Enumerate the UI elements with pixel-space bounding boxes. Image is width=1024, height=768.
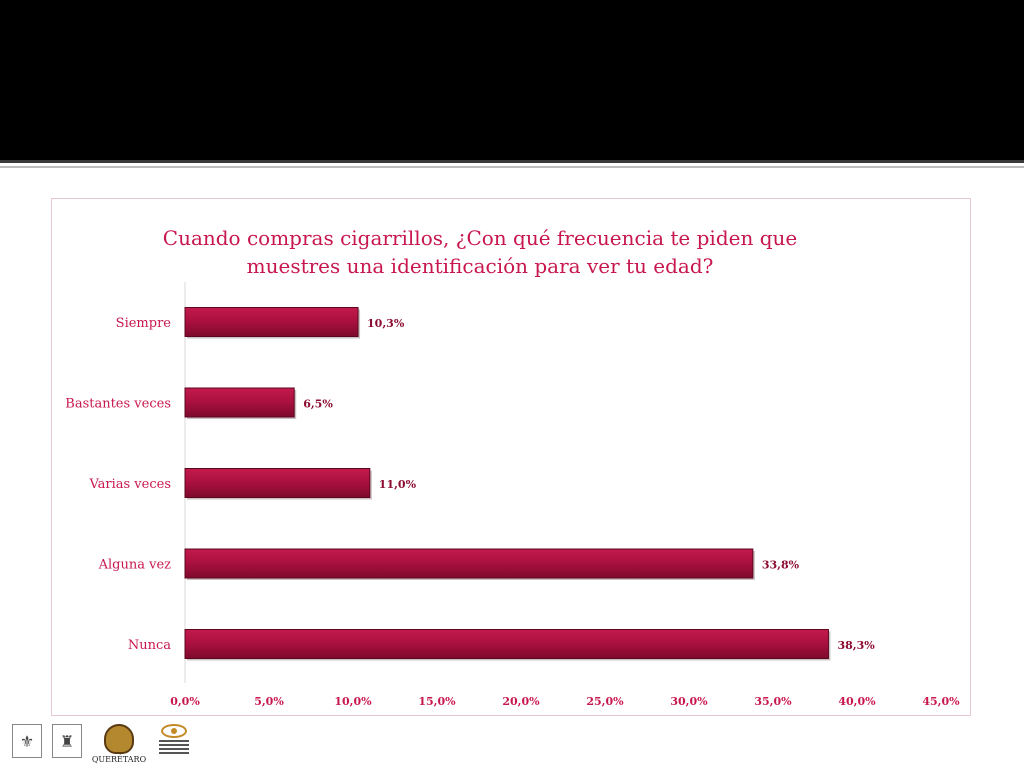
x-tick-label: 10,0% [334, 695, 372, 708]
x-tick-label: 25,0% [586, 695, 624, 708]
x-tick-label: 5,0% [254, 695, 284, 708]
queretaro-crest-shape [104, 724, 134, 754]
category-label: Siempre [116, 316, 172, 331]
category-label: Alguna vez [98, 558, 172, 573]
footer-logos: ⚜ ♜ QUERÉTARO [12, 724, 192, 768]
header-rule-dark [0, 160, 1024, 163]
data-label: 10,3% [367, 317, 405, 330]
bar-varias-veces [184, 468, 371, 498]
observatory-eye-icon [156, 724, 192, 754]
category-label: Nunca [128, 638, 171, 653]
bar-bastantes-veces [184, 387, 295, 418]
observatory-text-lines [159, 740, 189, 754]
data-label: 11,0% [379, 478, 417, 491]
chart-title: Cuando compras cigarrillos, ¿Con qué fre… [162, 226, 798, 278]
x-tick-label: 30,0% [670, 695, 708, 708]
category-label: Varias veces [88, 477, 171, 492]
x-tick-label: 0,0% [170, 695, 200, 708]
data-label: 38,3% [837, 639, 875, 652]
bar-nunca [184, 629, 829, 659]
x-tick-label: 15,0% [418, 695, 456, 708]
bar-alguna-vez [184, 548, 754, 579]
header-rule-light [0, 166, 1024, 168]
data-label: 6,5% [303, 398, 333, 411]
queretaro-logo-text: QUERÉTARO [91, 755, 147, 764]
x-tick-label: 40,0% [838, 695, 876, 708]
data-label: 33,8% [762, 559, 800, 572]
crest-icon: ♜ [52, 724, 82, 758]
header-band [0, 0, 1024, 160]
category-label: Bastantes veces [65, 397, 171, 412]
bar-siempre [184, 307, 359, 337]
eye-shape [161, 724, 187, 738]
queretaro-seal-icon: QUERÉTARO [92, 724, 146, 764]
x-tick-label: 45,0% [922, 695, 960, 708]
x-tick-label: 20,0% [502, 695, 540, 708]
x-tick-label: 35,0% [754, 695, 792, 708]
crest-icon: ⚜ [12, 724, 42, 758]
